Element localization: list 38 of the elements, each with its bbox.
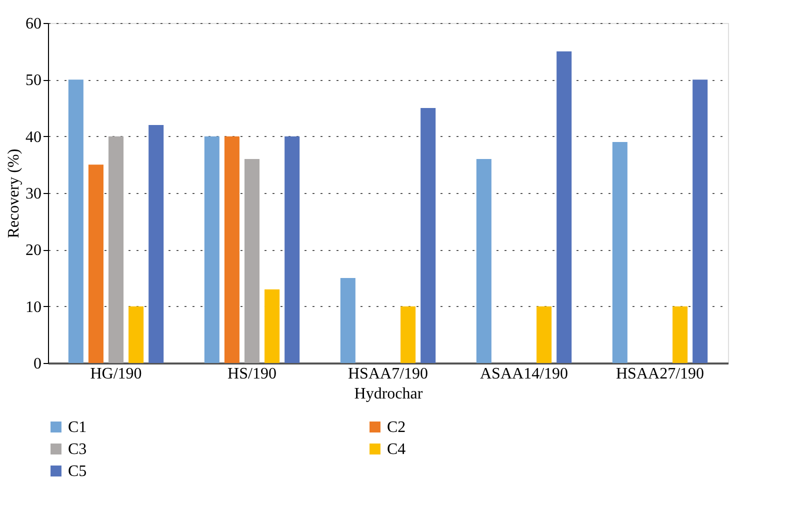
legend-label: C4 [387, 441, 406, 458]
y-tick-label: 30 [26, 186, 42, 202]
bar [284, 136, 300, 363]
legend-label: C5 [68, 463, 87, 480]
x-tick-label: ASAA14/190 [480, 366, 568, 382]
bar [672, 306, 688, 363]
bar [476, 159, 492, 363]
bar [612, 142, 628, 363]
bar [536, 306, 552, 363]
x-axis-title: Hydrochar [354, 386, 424, 402]
x-tick-label: HSAA7/190 [348, 366, 428, 382]
bar [264, 289, 280, 363]
bar [148, 125, 164, 363]
bar [420, 108, 436, 363]
legend-label: C2 [387, 419, 406, 436]
bar [400, 306, 416, 363]
y-tick-label: 0 [34, 356, 42, 372]
legend-label: C1 [68, 419, 87, 436]
y-tick-label: 50 [26, 72, 42, 90]
legend-label: C3 [68, 441, 87, 458]
bar [556, 51, 572, 363]
y-tick-label: 20 [26, 242, 42, 260]
y-axis-title: Recovery (%) [6, 148, 22, 238]
y-tick-label: 40 [26, 128, 42, 146]
bar [128, 306, 144, 363]
bar [340, 278, 356, 363]
bar [692, 80, 708, 363]
x-tick-label: HS/190 [228, 366, 276, 382]
x-tick-label: HG/190 [90, 366, 142, 382]
bar [88, 164, 104, 363]
bar [68, 80, 84, 363]
bar [224, 136, 240, 363]
y-tick-label: 10 [26, 298, 42, 316]
bar [244, 159, 260, 363]
bar [204, 136, 220, 363]
y-tick-label: 60 [26, 16, 42, 32]
bar [108, 136, 124, 363]
x-tick-label: HSAA27/190 [616, 366, 704, 382]
